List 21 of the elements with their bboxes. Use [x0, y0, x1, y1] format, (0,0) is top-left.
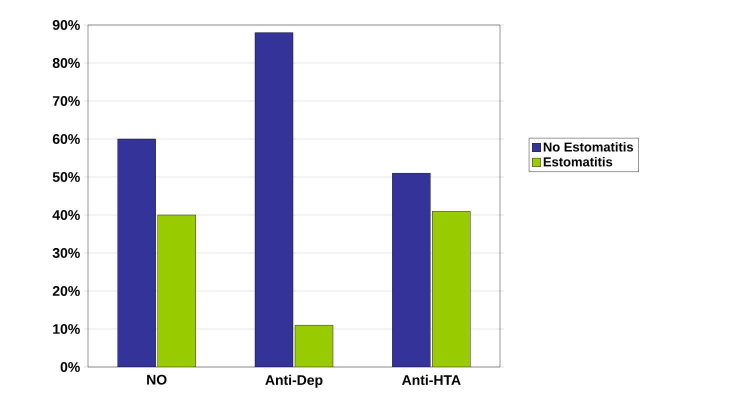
x-tick-label: Anti-Dep — [265, 374, 322, 388]
y-tick-label: 70% — [52, 96, 80, 106]
bar — [392, 173, 431, 367]
x-tick-label: NO — [147, 374, 167, 385]
bar — [157, 214, 196, 367]
x-tick-label: Anti-HTA — [402, 374, 461, 386]
y-tick-label: 50% — [52, 172, 80, 182]
bar — [432, 211, 471, 367]
y-tick-label: 30% — [52, 248, 80, 258]
y-tick-label: 0% — [60, 362, 80, 372]
legend-label: No Estomatitis — [544, 142, 634, 152]
y-tick-label: 40% — [52, 210, 80, 220]
y-tick-label: 10% — [53, 324, 80, 334]
y-tick-label: 60% — [52, 134, 80, 144]
bar — [117, 138, 156, 367]
legend-label: Estomatitis — [544, 156, 612, 166]
bar — [254, 32, 294, 367]
y-tick-label: 90% — [52, 20, 80, 30]
y-tick-label: 80% — [52, 58, 80, 68]
y-tick-label: 20% — [52, 286, 80, 296]
bar — [294, 325, 334, 367]
